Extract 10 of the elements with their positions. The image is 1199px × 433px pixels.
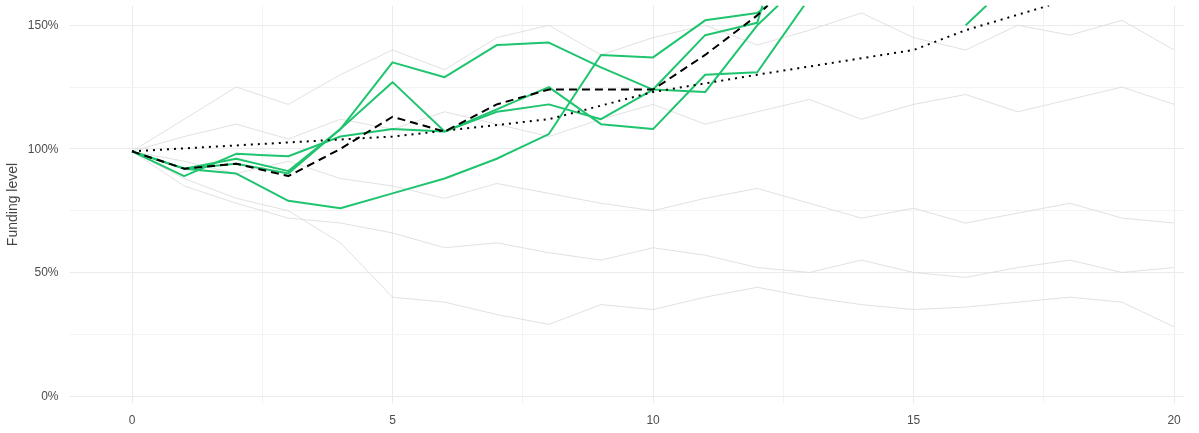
y-axis-title: Funding level	[3, 162, 20, 247]
x-tick-label: 20	[1167, 412, 1182, 427]
y-tick-label: 150%	[27, 18, 59, 33]
x-tick-label: 5	[389, 412, 397, 427]
x-tick-label: 10	[646, 412, 661, 427]
y-tick-label: 0%	[41, 389, 59, 404]
x-tick-label: 0	[128, 412, 136, 427]
x-tick-label: 15	[906, 412, 921, 427]
y-tick-label: 50%	[34, 265, 59, 280]
y-tick-label: 100%	[27, 141, 59, 156]
